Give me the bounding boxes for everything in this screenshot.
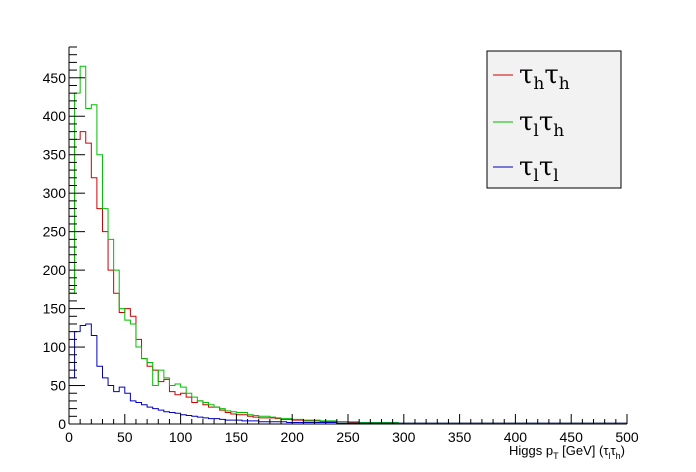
y-tick-label: 50 [50,378,66,394]
x-tick-label: 300 [392,429,416,445]
x-tick-label: 100 [169,429,193,445]
x-tick-label: 400 [504,429,528,445]
y-axis: 0 50 100 150 200 250 300 350 400 450 [43,46,85,432]
legend-label-2: τlτh [519,107,564,141]
y-tick-label: 150 [43,301,67,317]
x-tick-label: 450 [560,429,584,445]
series-layer [69,65,627,424]
x-tick-label: 250 [336,429,360,445]
y-tick-label: 100 [43,339,67,355]
legend-label-1: τhτh [519,60,570,94]
y-tick-label: 250 [43,224,67,240]
series-line-3 [69,323,627,424]
x-axis: 0 50 100 150 200 250 300 350 400 450 500 [65,414,639,445]
x-tick-label: 350 [448,429,472,445]
x-tick-label: 200 [281,429,305,445]
legend: τhτh τlτh τlτl [486,50,622,189]
legend-box [486,50,622,189]
y-tick-label: 400 [43,108,67,124]
y-tick-label: 450 [43,70,67,86]
y-tick-label: 350 [43,147,67,163]
x-tick-label: 0 [65,429,73,445]
x-tick-label: 150 [225,429,249,445]
y-tick-label: 200 [43,262,67,278]
x-tick-label: 500 [615,429,639,445]
x-axis-title: Higgs pT [GeV] (τlτh) [509,443,625,461]
x-tick-label: 50 [117,429,133,445]
y-tick-label: 300 [43,185,67,201]
y-tick-label: 0 [58,416,66,432]
legend-label-3: τlτl [519,152,559,186]
